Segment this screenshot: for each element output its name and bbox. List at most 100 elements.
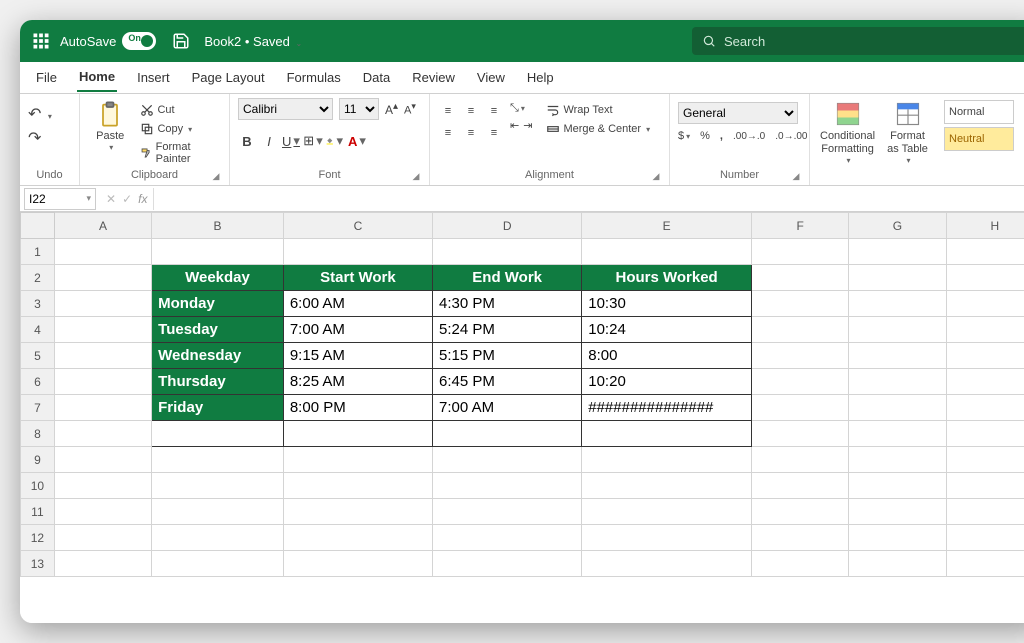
- cell-H3[interactable]: [946, 291, 1024, 317]
- align-bottom-button[interactable]: ≡: [484, 102, 504, 120]
- cell-B3[interactable]: Monday: [152, 291, 284, 317]
- cell-A7[interactable]: [54, 395, 151, 421]
- autosave-toggle[interactable]: AutoSave On: [60, 32, 156, 50]
- bold-button[interactable]: B: [238, 132, 256, 150]
- copy-button[interactable]: Copy ▾: [138, 121, 221, 137]
- cell-F2[interactable]: [751, 265, 848, 291]
- col-header-G[interactable]: G: [849, 213, 946, 239]
- cell-A9[interactable]: [54, 447, 151, 473]
- cell-B8[interactable]: [152, 421, 284, 447]
- cell-H1[interactable]: [946, 239, 1024, 265]
- cell-B1[interactable]: [152, 239, 284, 265]
- currency-button[interactable]: $▾: [678, 130, 690, 142]
- cell-E11[interactable]: [582, 499, 752, 525]
- font-name-select[interactable]: Calibri: [238, 98, 333, 120]
- cell-H7[interactable]: [946, 395, 1024, 421]
- decrease-decimal-button[interactable]: .0→.00: [775, 131, 807, 142]
- align-right-button[interactable]: ≡: [484, 124, 504, 142]
- col-header-E[interactable]: E: [582, 213, 752, 239]
- cell-D1[interactable]: [433, 239, 582, 265]
- cell-H13[interactable]: [946, 551, 1024, 577]
- tab-insert[interactable]: Insert: [135, 64, 172, 91]
- name-box[interactable]: I22: [24, 188, 96, 210]
- align-top-button[interactable]: ≡: [438, 102, 458, 120]
- cell-F7[interactable]: [751, 395, 848, 421]
- number-launcher[interactable]: ◢: [791, 171, 801, 181]
- cell-H6[interactable]: [946, 369, 1024, 395]
- format-as-table-button[interactable]: Format as Table▾: [883, 98, 932, 168]
- cell-D10[interactable]: [433, 473, 582, 499]
- comma-button[interactable]: ,: [720, 130, 723, 142]
- increase-font-button[interactable]: A▴: [385, 101, 398, 117]
- cell-E3[interactable]: 10:30: [582, 291, 752, 317]
- alignment-launcher[interactable]: ◢: [651, 171, 661, 181]
- worksheet[interactable]: A B C D E F G H 12WeekdayStart WorkEnd W…: [20, 212, 1024, 623]
- cell-H4[interactable]: [946, 317, 1024, 343]
- cell-D12[interactable]: [433, 525, 582, 551]
- percent-button[interactable]: %: [700, 130, 710, 142]
- cell-E4[interactable]: 10:24: [582, 317, 752, 343]
- number-format-select[interactable]: General: [678, 102, 798, 124]
- row-header-2[interactable]: 2: [21, 265, 55, 291]
- cell-F11[interactable]: [751, 499, 848, 525]
- cell-A3[interactable]: [54, 291, 151, 317]
- search-box[interactable]: Search: [692, 27, 1024, 55]
- app-menu-icon[interactable]: [32, 32, 50, 50]
- cut-button[interactable]: Cut: [138, 102, 221, 118]
- cell-G2[interactable]: [849, 265, 946, 291]
- increase-decimal-button[interactable]: .00→.0: [733, 131, 765, 142]
- cell-F10[interactable]: [751, 473, 848, 499]
- fill-color-button[interactable]: ▾: [326, 132, 344, 150]
- cell-B10[interactable]: [152, 473, 284, 499]
- undo-button[interactable]: ↶ ▾: [28, 104, 52, 124]
- cell-H2[interactable]: [946, 265, 1024, 291]
- cell-G12[interactable]: [849, 525, 946, 551]
- tab-data[interactable]: Data: [361, 64, 392, 91]
- cell-B4[interactable]: Tuesday: [152, 317, 284, 343]
- tab-review[interactable]: Review: [410, 64, 457, 91]
- font-launcher[interactable]: ◢: [411, 171, 421, 181]
- cell-D4[interactable]: 5:24 PM: [433, 317, 582, 343]
- cell-B2[interactable]: Weekday: [152, 265, 284, 291]
- format-painter-button[interactable]: Format Painter: [138, 140, 221, 166]
- cell-G8[interactable]: [849, 421, 946, 447]
- tab-file[interactable]: File: [34, 64, 59, 91]
- row-header-3[interactable]: 3: [21, 291, 55, 317]
- cell-A10[interactable]: [54, 473, 151, 499]
- cell-G1[interactable]: [849, 239, 946, 265]
- row-header-10[interactable]: 10: [21, 473, 55, 499]
- align-left-button[interactable]: ≡: [438, 124, 458, 142]
- col-header-H[interactable]: H: [946, 213, 1024, 239]
- cell-F12[interactable]: [751, 525, 848, 551]
- select-all-corner[interactable]: [21, 213, 55, 239]
- cell-D9[interactable]: [433, 447, 582, 473]
- style-normal[interactable]: Normal: [944, 100, 1014, 124]
- row-header-5[interactable]: 5: [21, 343, 55, 369]
- underline-button[interactable]: U▾: [282, 132, 300, 150]
- cell-D8[interactable]: [433, 421, 582, 447]
- cell-A8[interactable]: [54, 421, 151, 447]
- cell-F4[interactable]: [751, 317, 848, 343]
- cell-H5[interactable]: [946, 343, 1024, 369]
- cell-A11[interactable]: [54, 499, 151, 525]
- cell-G4[interactable]: [849, 317, 946, 343]
- clipboard-launcher[interactable]: ◢: [211, 171, 221, 181]
- decrease-indent-button[interactable]: ⇤: [510, 119, 519, 132]
- decrease-font-button[interactable]: A▾: [404, 101, 416, 117]
- cell-E2[interactable]: Hours Worked: [582, 265, 752, 291]
- orientation-button[interactable]: ⤡▾: [510, 102, 532, 115]
- row-header-6[interactable]: 6: [21, 369, 55, 395]
- redo-button[interactable]: ↷: [28, 128, 41, 148]
- font-color-button[interactable]: A▾: [348, 132, 366, 150]
- cell-E1[interactable]: [582, 239, 752, 265]
- tab-home[interactable]: Home: [77, 63, 117, 92]
- cell-C7[interactable]: 8:00 PM: [283, 395, 432, 421]
- row-header-8[interactable]: 8: [21, 421, 55, 447]
- cancel-formula-icon[interactable]: ✕: [106, 192, 116, 206]
- tab-help[interactable]: Help: [525, 64, 556, 91]
- italic-button[interactable]: I: [260, 132, 278, 150]
- align-center-button[interactable]: ≡: [461, 124, 481, 142]
- row-header-11[interactable]: 11: [21, 499, 55, 525]
- save-icon[interactable]: [172, 32, 190, 50]
- row-header-9[interactable]: 9: [21, 447, 55, 473]
